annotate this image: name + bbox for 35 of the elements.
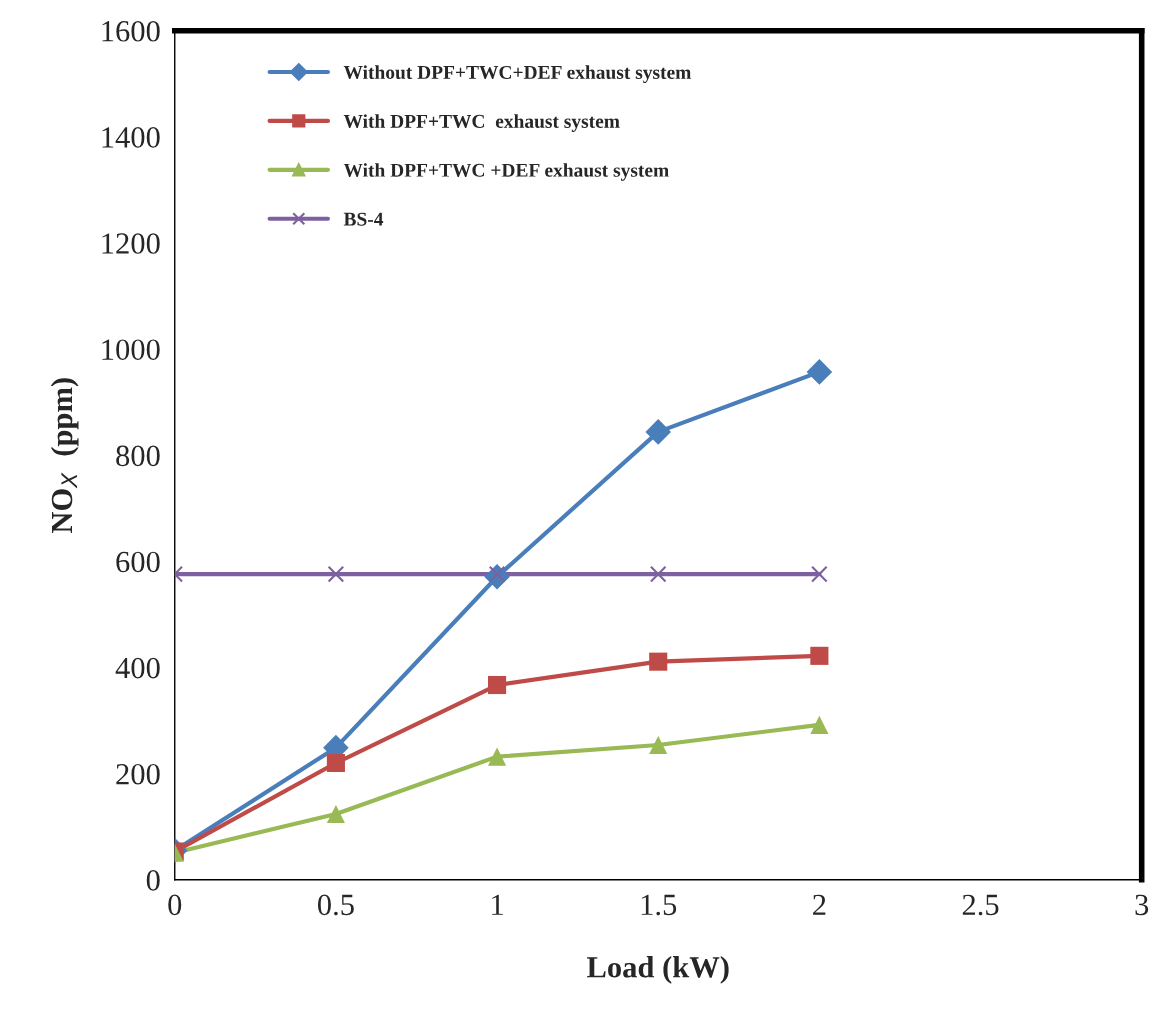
x-tick-label: 1.5	[641, 894, 677, 916]
legend-label: BS-4	[343, 212, 384, 226]
y-tick-label: 1000	[102, 339, 160, 360]
point	[488, 675, 507, 695]
y-axis-title: NO$_{X}$ (ppm)	[50, 378, 79, 534]
y-tick-label: 800	[116, 445, 160, 467]
point	[327, 565, 345, 583]
x-tick-label: 1	[492, 894, 503, 915]
y-tick-label: 1200	[102, 233, 160, 254]
point	[649, 652, 668, 671]
x-tick-label: 0	[168, 894, 182, 916]
legend-label: With DPF+TWC exhaust system	[343, 114, 620, 132]
point	[810, 715, 829, 734]
y-tick-label: 1400	[102, 127, 160, 148]
y-tick-label: 1600	[102, 20, 160, 42]
x-tick-label: 3	[1135, 894, 1149, 916]
point	[811, 565, 828, 583]
y-tick-label: 0	[146, 870, 160, 891]
point	[649, 565, 667, 583]
point	[649, 735, 668, 755]
legend-label: With DPF+TWC +DEF exhaust system	[343, 163, 669, 181]
point	[645, 419, 672, 445]
legend-label: Without DPF+TWC+DEF exhaust system	[343, 65, 692, 83]
point	[488, 747, 507, 766]
point	[810, 646, 829, 665]
y-tick-label: 600	[116, 551, 160, 573]
point	[806, 359, 833, 385]
x-tick-label: 2	[813, 894, 826, 915]
y-tick-label: 200	[116, 763, 160, 785]
x-axis-title: Load (kW)	[587, 956, 729, 984]
point	[326, 804, 345, 824]
x-tick-label: 0.5	[317, 894, 354, 916]
y-tick-label: 400	[115, 657, 160, 679]
point	[326, 753, 345, 773]
x-tick-label: 2.5	[962, 894, 999, 916]
